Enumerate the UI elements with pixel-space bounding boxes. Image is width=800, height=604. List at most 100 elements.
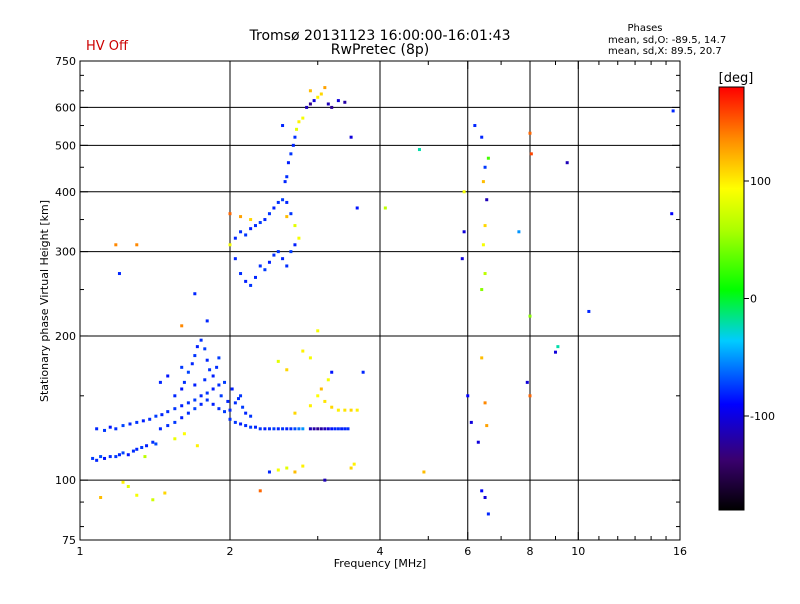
- data-point: [528, 394, 532, 398]
- data-point: [272, 427, 276, 431]
- data-point: [180, 365, 184, 369]
- data-point: [95, 458, 99, 462]
- data-point: [263, 268, 267, 272]
- data-point: [117, 453, 121, 457]
- data-point: [128, 422, 132, 426]
- data-point: [249, 425, 253, 429]
- data-point: [422, 470, 426, 474]
- data-point: [291, 143, 295, 147]
- data-point: [205, 358, 209, 362]
- x-tick-label: 1: [77, 545, 84, 558]
- data-point: [158, 427, 162, 431]
- data-point: [481, 243, 485, 247]
- data-point: [316, 427, 320, 431]
- phase-o-stats: mean, sd,O: -89.5, 14.7: [608, 35, 726, 46]
- data-point: [480, 489, 484, 493]
- data-point: [556, 345, 560, 349]
- data-point: [258, 264, 262, 268]
- data-point: [148, 417, 152, 421]
- data-point: [466, 394, 470, 398]
- data-point: [180, 404, 184, 408]
- data-point: [241, 405, 245, 409]
- data-point: [316, 95, 320, 99]
- data-point: [121, 451, 125, 455]
- data-point: [272, 206, 276, 210]
- data-point: [249, 283, 253, 287]
- data-point: [316, 394, 320, 398]
- data-point: [199, 394, 203, 398]
- data-point: [217, 356, 221, 360]
- x-tick-label: 16: [673, 545, 687, 558]
- data-point: [233, 420, 237, 424]
- data-point: [114, 427, 118, 431]
- data-point: [173, 420, 177, 424]
- data-point: [281, 257, 285, 261]
- data-point: [308, 427, 312, 431]
- data-point: [352, 462, 356, 466]
- data-point: [143, 455, 147, 459]
- data-point: [141, 419, 145, 423]
- data-point: [285, 200, 289, 204]
- data-point: [140, 445, 144, 449]
- y-tick-label: 200: [55, 330, 76, 343]
- data-point: [319, 427, 323, 431]
- data-point: [297, 236, 301, 240]
- data-point: [305, 105, 309, 109]
- data-point: [263, 427, 267, 431]
- data-point: [301, 116, 305, 120]
- data-point: [483, 272, 487, 276]
- data-point: [205, 398, 209, 402]
- data-point: [186, 370, 190, 374]
- data-point: [312, 99, 316, 103]
- x-tick-label: 8: [527, 545, 534, 558]
- data-point: [289, 152, 293, 156]
- data-point: [190, 362, 194, 366]
- y-tick-label: 750: [55, 55, 76, 68]
- data-point: [228, 417, 232, 421]
- data-point: [208, 368, 212, 372]
- data-point: [528, 314, 532, 318]
- data-point: [228, 212, 232, 216]
- data-point: [211, 387, 215, 391]
- data-point: [525, 380, 529, 384]
- data-point: [323, 86, 327, 90]
- data-point: [114, 455, 118, 459]
- data-point: [343, 100, 347, 104]
- data-point: [173, 407, 177, 411]
- data-point: [267, 260, 271, 264]
- data-point: [276, 468, 280, 472]
- data-point: [193, 292, 197, 296]
- data-point: [103, 428, 107, 432]
- data-point: [193, 383, 197, 387]
- data-point: [215, 365, 219, 369]
- data-point: [121, 480, 125, 484]
- data-point: [293, 427, 297, 431]
- data-point: [276, 250, 280, 254]
- data-point: [330, 405, 334, 409]
- colorbar-tick-label: 0: [750, 293, 757, 306]
- y-tick-label: 75: [62, 534, 76, 547]
- data-point: [135, 243, 139, 247]
- data-point: [295, 127, 299, 131]
- data-point: [473, 124, 477, 128]
- data-point: [285, 466, 289, 470]
- data-point: [193, 354, 197, 358]
- data-point: [217, 383, 221, 387]
- data-point: [166, 410, 170, 414]
- data-point: [323, 427, 327, 431]
- colorbar-tick-label: -100: [750, 410, 775, 423]
- data-point: [211, 374, 215, 378]
- data-point: [587, 309, 591, 313]
- colorbar-ticks: 100 0 -100: [744, 175, 775, 423]
- data-point: [145, 444, 149, 448]
- data-point: [476, 440, 480, 444]
- data-point: [469, 420, 473, 424]
- data-point: [99, 455, 103, 459]
- data-point: [326, 102, 330, 106]
- phases-heading: Phases: [627, 23, 662, 34]
- data-point: [223, 380, 227, 384]
- data-point: [383, 206, 387, 210]
- x-axis-ticks: 1 2 4 6 8 10 16: [77, 61, 687, 558]
- chart-title: Tromsø 20131123 16:00:00-16:01:43: [249, 28, 511, 44]
- data-point: [267, 470, 271, 474]
